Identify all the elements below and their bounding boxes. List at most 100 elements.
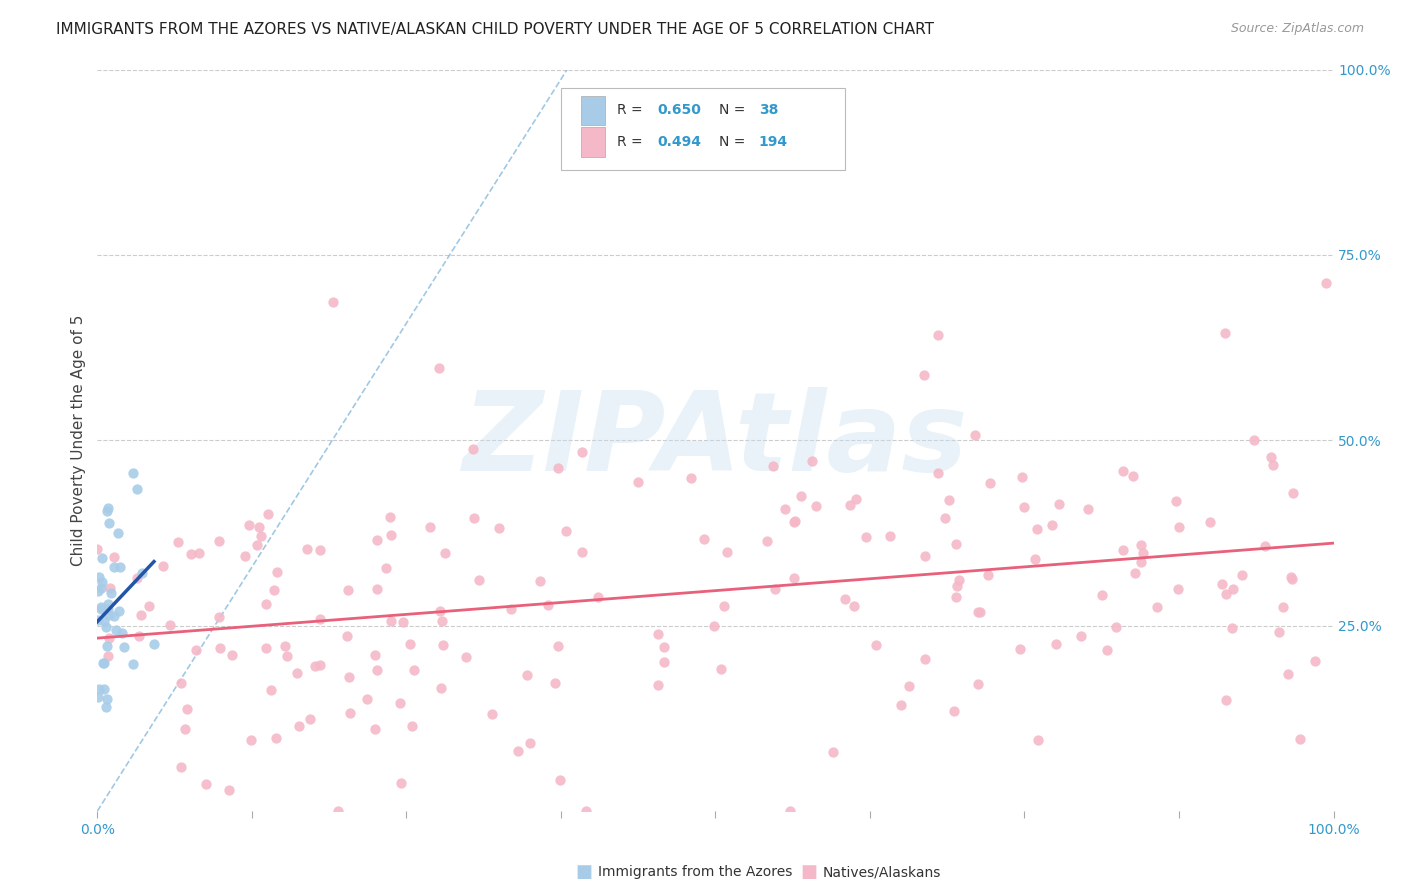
Point — [110, 626, 132, 640]
Point — [966, 677, 988, 691]
Point — [571, 545, 593, 559]
Point — [845, 491, 868, 506]
Point — [779, 804, 801, 818]
Point — [481, 707, 503, 722]
Point — [948, 573, 970, 587]
Point — [274, 640, 297, 654]
Point — [309, 612, 332, 626]
Point — [143, 637, 166, 651]
Point — [1277, 667, 1299, 681]
Point — [710, 662, 733, 676]
Point — [855, 530, 877, 544]
Point — [783, 515, 806, 529]
Point — [1281, 572, 1303, 586]
Point — [775, 502, 797, 516]
Point — [934, 511, 956, 525]
Point — [1011, 469, 1033, 483]
Point — [1215, 587, 1237, 601]
Point — [108, 603, 131, 617]
Point — [1215, 693, 1237, 707]
Point — [942, 704, 965, 718]
Point — [125, 571, 148, 585]
Point — [571, 445, 593, 459]
Point — [254, 597, 277, 611]
Point — [506, 743, 529, 757]
Point — [945, 536, 967, 550]
Point — [208, 609, 231, 624]
Point — [429, 681, 451, 696]
Point — [97, 597, 120, 611]
Point — [945, 590, 967, 604]
Point — [1254, 539, 1277, 553]
Text: ZIPAtlas: ZIPAtlas — [463, 387, 969, 494]
Point — [298, 712, 321, 726]
Point — [430, 614, 453, 628]
Point — [309, 542, 332, 557]
Point — [195, 777, 218, 791]
Point — [804, 500, 827, 514]
Point — [94, 700, 117, 714]
Text: Source: ZipAtlas.com: Source: ZipAtlas.com — [1230, 22, 1364, 36]
Point — [96, 691, 118, 706]
Point — [1220, 621, 1243, 635]
Point — [285, 666, 308, 681]
Point — [98, 581, 121, 595]
Text: 0.494: 0.494 — [658, 136, 702, 149]
Point — [1125, 566, 1147, 581]
Point — [1095, 642, 1118, 657]
Point — [575, 804, 598, 818]
Point — [1288, 731, 1310, 746]
Point — [755, 533, 778, 548]
Point — [488, 521, 510, 535]
Point — [389, 775, 412, 789]
Point — [1167, 520, 1189, 534]
Point — [339, 706, 361, 720]
Point — [246, 538, 269, 552]
Text: 0.650: 0.650 — [658, 103, 702, 118]
Point — [96, 620, 118, 634]
Point — [1130, 538, 1153, 552]
Point — [1279, 570, 1302, 584]
Text: Natives/Alaskans: Natives/Alaskans — [823, 865, 941, 880]
Point — [1112, 464, 1135, 478]
Point — [308, 657, 330, 672]
Text: Immigrants from the Azores: Immigrants from the Azores — [598, 865, 792, 880]
Point — [404, 663, 426, 677]
Text: ■: ■ — [575, 863, 592, 881]
Text: N =: N = — [718, 136, 749, 149]
Point — [1026, 733, 1049, 747]
Point — [499, 602, 522, 616]
Point — [288, 719, 311, 733]
Point — [1230, 568, 1253, 582]
Point — [839, 499, 862, 513]
Point — [91, 551, 114, 566]
Point — [1122, 469, 1144, 483]
Point — [890, 698, 912, 712]
Point — [1040, 517, 1063, 532]
Point — [946, 579, 969, 593]
Point — [1105, 620, 1128, 634]
Point — [336, 630, 359, 644]
Point — [432, 638, 454, 652]
Point — [1047, 497, 1070, 511]
Point — [91, 656, 114, 670]
Point — [1024, 552, 1046, 566]
Point — [187, 546, 209, 560]
Point — [93, 614, 115, 628]
Point — [87, 584, 110, 599]
Point — [879, 529, 901, 543]
Point — [1111, 543, 1133, 558]
Point — [519, 736, 541, 750]
Point — [122, 657, 145, 671]
Point — [375, 561, 398, 575]
Point — [89, 569, 111, 583]
Point — [96, 504, 118, 518]
FancyBboxPatch shape — [561, 88, 845, 169]
Point — [90, 602, 112, 616]
Point — [654, 655, 676, 669]
Point — [548, 772, 571, 787]
Point — [209, 641, 232, 656]
Point — [516, 668, 538, 682]
Point — [762, 459, 785, 474]
Point — [266, 731, 288, 746]
